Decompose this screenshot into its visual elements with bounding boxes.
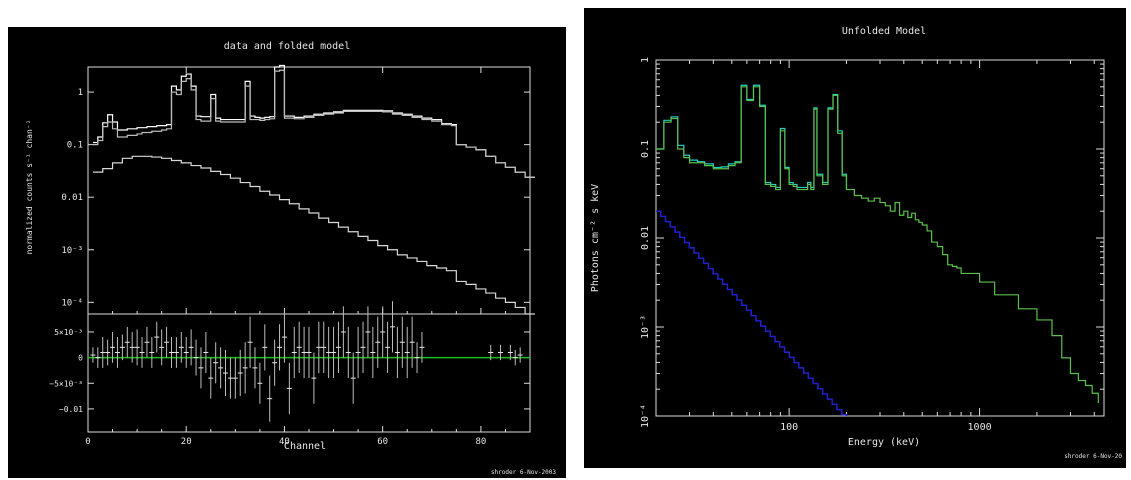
main-plot-frame <box>87 66 531 315</box>
y-tick-label: 10⁻⁴ <box>640 404 651 428</box>
x-tick-label: 40 <box>279 437 290 447</box>
x-tick-label: 80 <box>475 437 486 447</box>
chart-title: Unfolded Model <box>842 26 926 37</box>
folded-model-series <box>92 69 535 178</box>
component-series <box>92 155 535 315</box>
residual-tick-label: −0.01 <box>59 405 83 414</box>
y-tick-label: 10⁻³ <box>640 315 651 339</box>
x-axis-label: Energy (keV) <box>848 437 920 448</box>
data-and-folded-model-chart: data and folded model Channel normalized… <box>25 41 556 476</box>
y-axis-label: Photons cm⁻² s keV <box>590 184 601 292</box>
residual-tick-label: 0 <box>78 354 83 363</box>
y-tick-label: 0.01 <box>61 193 83 203</box>
left-chart-panel: data and folded model Channel normalized… <box>8 27 566 478</box>
x-tick-label: 1000 <box>968 422 992 433</box>
y-tick-label: 0.01 <box>640 226 651 250</box>
component-b-series <box>656 210 848 416</box>
residual-tick-label: 5×10⁻³ <box>54 328 83 337</box>
data-series <box>92 64 535 178</box>
x-tick-label: 100 <box>780 422 798 433</box>
plot-footer: shroder 6-Nov-20 <box>1064 453 1122 460</box>
y-axis-label: normalized counts s⁻¹ chan⁻¹ <box>25 120 34 255</box>
y-tick-label: 1 <box>640 57 651 63</box>
x-tick-label: 60 <box>377 437 388 447</box>
y-tick-label: 0.1 <box>67 141 83 151</box>
chart-title: data and folded model <box>224 41 350 52</box>
plot-footer: shroder 6-Nov-2003 <box>491 469 556 476</box>
y-tick-label: 10⁻³ <box>61 246 83 256</box>
x-tick-label: 20 <box>181 437 192 447</box>
right-chart-panel: Unfolded Model Energy (keV) Photons cm⁻²… <box>584 8 1126 468</box>
plot-frame <box>655 59 1105 417</box>
component-a-series <box>656 86 1099 403</box>
x-tick-label: 0 <box>85 437 90 447</box>
y-tick-label: 10⁻⁴ <box>61 298 83 308</box>
x-axis-label: Channel <box>284 441 326 452</box>
residual-tick-label: −5×10⁻³ <box>49 379 83 388</box>
unfolded-model-chart: Unfolded Model Energy (keV) Photons cm⁻²… <box>590 26 1122 460</box>
y-tick-label: 0.1 <box>640 140 651 158</box>
y-tick-label: 1 <box>78 88 83 98</box>
